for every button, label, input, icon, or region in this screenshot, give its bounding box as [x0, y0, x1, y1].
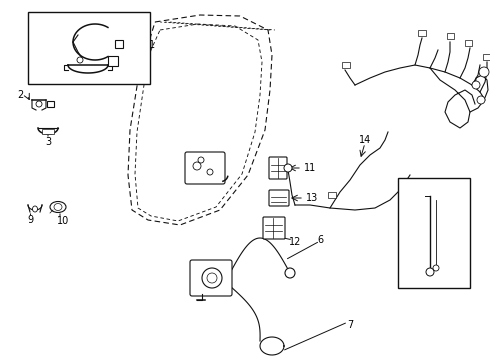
Circle shape [77, 57, 83, 63]
Bar [342, 62, 350, 68]
Bar [398, 178, 470, 288]
Text: 13: 13 [306, 193, 318, 203]
Text: 5: 5 [189, 285, 195, 295]
Circle shape [202, 268, 222, 288]
Bar [28, 12, 150, 84]
Text: 12: 12 [289, 237, 301, 247]
Ellipse shape [54, 203, 62, 211]
Circle shape [284, 164, 292, 172]
Bar [47, 101, 54, 107]
Bar [483, 54, 490, 60]
Bar [115, 40, 123, 48]
Ellipse shape [32, 206, 38, 212]
Circle shape [479, 67, 489, 77]
Circle shape [472, 81, 480, 89]
FancyBboxPatch shape [185, 152, 225, 184]
Circle shape [426, 268, 434, 276]
FancyBboxPatch shape [190, 260, 232, 296]
Circle shape [198, 157, 204, 163]
Circle shape [207, 169, 213, 175]
Circle shape [207, 273, 217, 283]
Circle shape [433, 265, 439, 271]
FancyBboxPatch shape [263, 217, 285, 239]
Circle shape [193, 162, 201, 170]
Text: 6: 6 [317, 235, 323, 245]
Text: 14: 14 [359, 135, 371, 145]
Text: 11: 11 [304, 163, 316, 173]
Circle shape [477, 96, 485, 104]
Circle shape [36, 101, 42, 107]
Text: 1: 1 [149, 40, 155, 50]
Text: 4: 4 [217, 173, 223, 183]
Text: 8: 8 [452, 225, 458, 235]
Text: 3: 3 [45, 137, 51, 147]
Text: 9: 9 [27, 215, 33, 225]
Text: 7: 7 [347, 320, 353, 330]
Bar [418, 30, 426, 36]
Bar [42, 129, 54, 134]
Bar [447, 33, 454, 39]
Text: 10: 10 [57, 216, 69, 226]
Circle shape [285, 268, 295, 278]
FancyBboxPatch shape [269, 190, 289, 206]
Bar [328, 192, 336, 198]
Bar [108, 56, 118, 66]
Ellipse shape [50, 202, 66, 212]
FancyBboxPatch shape [269, 157, 287, 179]
Text: 2: 2 [17, 90, 23, 100]
Bar [465, 40, 472, 46]
